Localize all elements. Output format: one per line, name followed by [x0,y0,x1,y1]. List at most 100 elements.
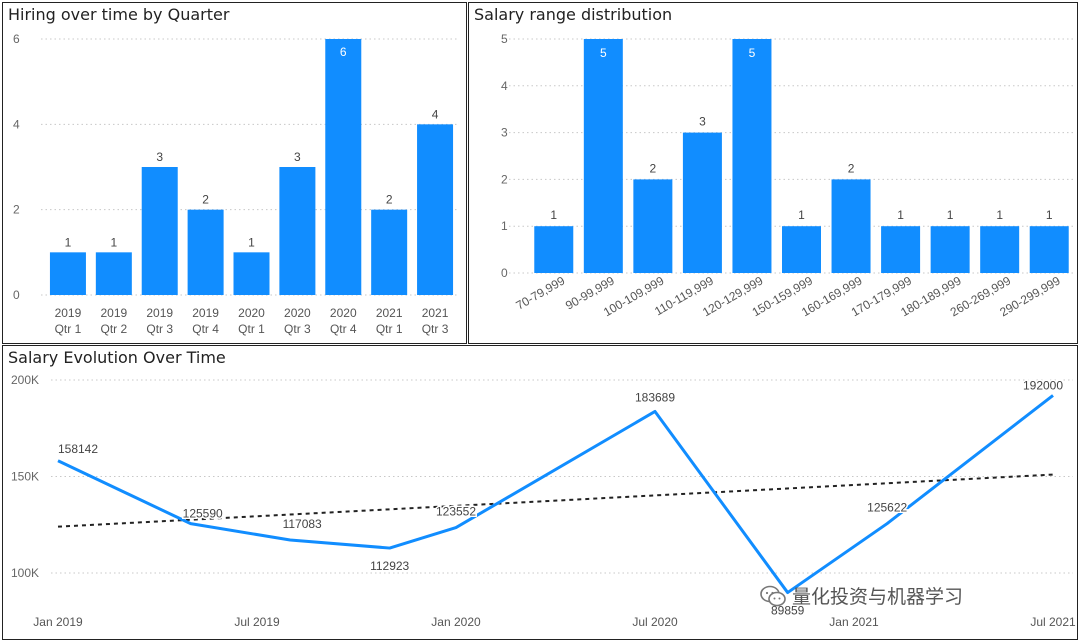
hiring-chart-title: Hiring over time by Quarter [8,5,230,24]
hiring-chart-panel: Hiring over time by Quarter 0 2 4 6 1 2019 Qtr… [2,2,467,344]
x-tick-label-year: 2019 [55,306,82,320]
trendline [57,473,1054,528]
data-label: 125622 [867,501,907,515]
x-tick-label: 70-79,999 [513,273,567,312]
y-tick-label: 5 [501,32,508,46]
x-tick-label-quarter: Qtr 1 [238,322,265,336]
data-label: 2 [386,193,393,207]
bar [371,209,408,295]
data-label: 4 [432,107,439,121]
x-tick-label-year: 2020 [238,306,265,320]
x-tick-label-quarter: Qtr 3 [146,322,173,336]
data-label: 5 [600,46,607,60]
data-label: 1 [996,208,1003,222]
data-label: 1 [1046,208,1053,222]
x-tick-label-year: 2019 [192,306,219,320]
y-tick-label: 4 [13,117,20,131]
data-label: 1 [110,235,117,249]
x-tick-label: Jan 2020 [431,615,481,629]
x-tick-label-quarter: Qtr 4 [330,322,357,336]
bar [233,252,270,295]
y-tick-label: 0 [501,266,508,280]
x-tick-label-quarter: Qtr 3 [284,322,311,336]
data-label: 3 [156,150,163,164]
watermark-text: 量化投资与机器学习 [792,586,964,608]
data-label: 183689 [635,390,675,404]
data-label: 3 [294,150,301,164]
bar [980,226,1020,273]
y-tick-label: 6 [13,32,20,46]
salary-evolution-panel: Salary Evolution Over Time 100K 150K 200K J… [2,345,1078,640]
data-label: 125590 [183,507,223,521]
x-tick-label-year: 2021 [376,306,403,320]
y-tick-label: 2 [501,172,508,186]
bar [831,179,871,273]
x-tick-label-quarter: Qtr 3 [422,322,449,336]
x-tick-label-year: 2021 [422,306,449,320]
bar [187,209,224,295]
y-tick-label: 3 [501,126,508,140]
bar [325,39,362,295]
data-label: 2 [202,193,209,207]
y-tick-label: 200K [11,373,39,387]
data-label: 3 [699,115,706,129]
bar [930,226,970,273]
x-tick-label-year: 2019 [100,306,127,320]
bar [732,39,772,273]
x-tick-label-quarter: Qtr 2 [100,322,127,336]
bar [782,226,821,273]
salary-range-title: Salary range distribution [474,5,673,24]
data-label: 1 [550,208,557,222]
data-label: 158142 [58,442,98,456]
data-label: 1 [248,235,255,249]
y-tick-label: 0 [13,288,20,302]
x-tick-label: Jul 2021 [1030,615,1076,629]
data-label: 117083 [283,517,322,531]
bar [881,226,921,273]
watermark: 量化投资与机器学习 [760,582,963,609]
hiring-chart-svg: 0 2 4 6 1 2019 Qtr 1 1 2019 Qtr 2 3 2019 Qtr 3 2 2019 Q… [13,32,458,336]
bar [279,167,316,295]
x-tick-label-year: 2019 [146,306,173,320]
x-tick-label-quarter: Qtr 1 [376,322,403,336]
salary-range-panel: Salary range distribution 0 1 2 3 4 5 1 70-79,9… [468,2,1078,344]
bar [633,179,673,273]
data-label: 112923 [370,559,409,573]
data-label: 1 [798,208,805,222]
data-label: 6 [340,45,347,59]
x-tick-label-year: 2020 [330,306,357,320]
x-tick-label: Jan 2021 [829,615,879,629]
y-tick-label: 4 [501,79,508,93]
bar [534,226,574,273]
y-tick-label: 100K [11,566,39,580]
bar [417,124,454,295]
y-tick-label: 1 [501,219,508,233]
x-tick-label: Jul 2019 [234,615,280,629]
salary-evolution-svg: 100K 150K 200K Jan 2019 Jul 2019 Jan 2020 Jul … [11,373,1076,629]
y-tick-label: 2 [13,203,20,217]
data-label: 192000 [1023,378,1063,392]
data-label: 2 [848,161,855,175]
data-label: 1 [947,208,954,222]
salary-evolution-title: Salary Evolution Over Time [8,348,226,367]
bar [1029,226,1069,273]
data-label: 89859 [771,604,805,618]
x-tick-label: Jul 2020 [632,615,678,629]
bar [141,167,178,295]
wechat-icon [760,585,786,606]
x-tick-label-year: 2020 [284,306,311,320]
data-label: 1 [65,235,72,249]
salary-range-svg: 012345170-79,999590-99,9992100-109,99931… [501,32,1074,319]
data-label: 5 [749,46,756,60]
bar [682,132,722,273]
x-tick-label-quarter: Qtr 4 [192,322,219,336]
data-label: 123552 [436,505,476,519]
x-tick-label-quarter: Qtr 1 [55,322,82,336]
bar [583,39,623,273]
bar [49,252,86,295]
y-tick-label: 150K [11,470,39,484]
x-tick-label: Jan 2019 [33,615,83,629]
series-line [57,394,1054,595]
bar [95,252,132,295]
data-label: 2 [650,161,657,175]
